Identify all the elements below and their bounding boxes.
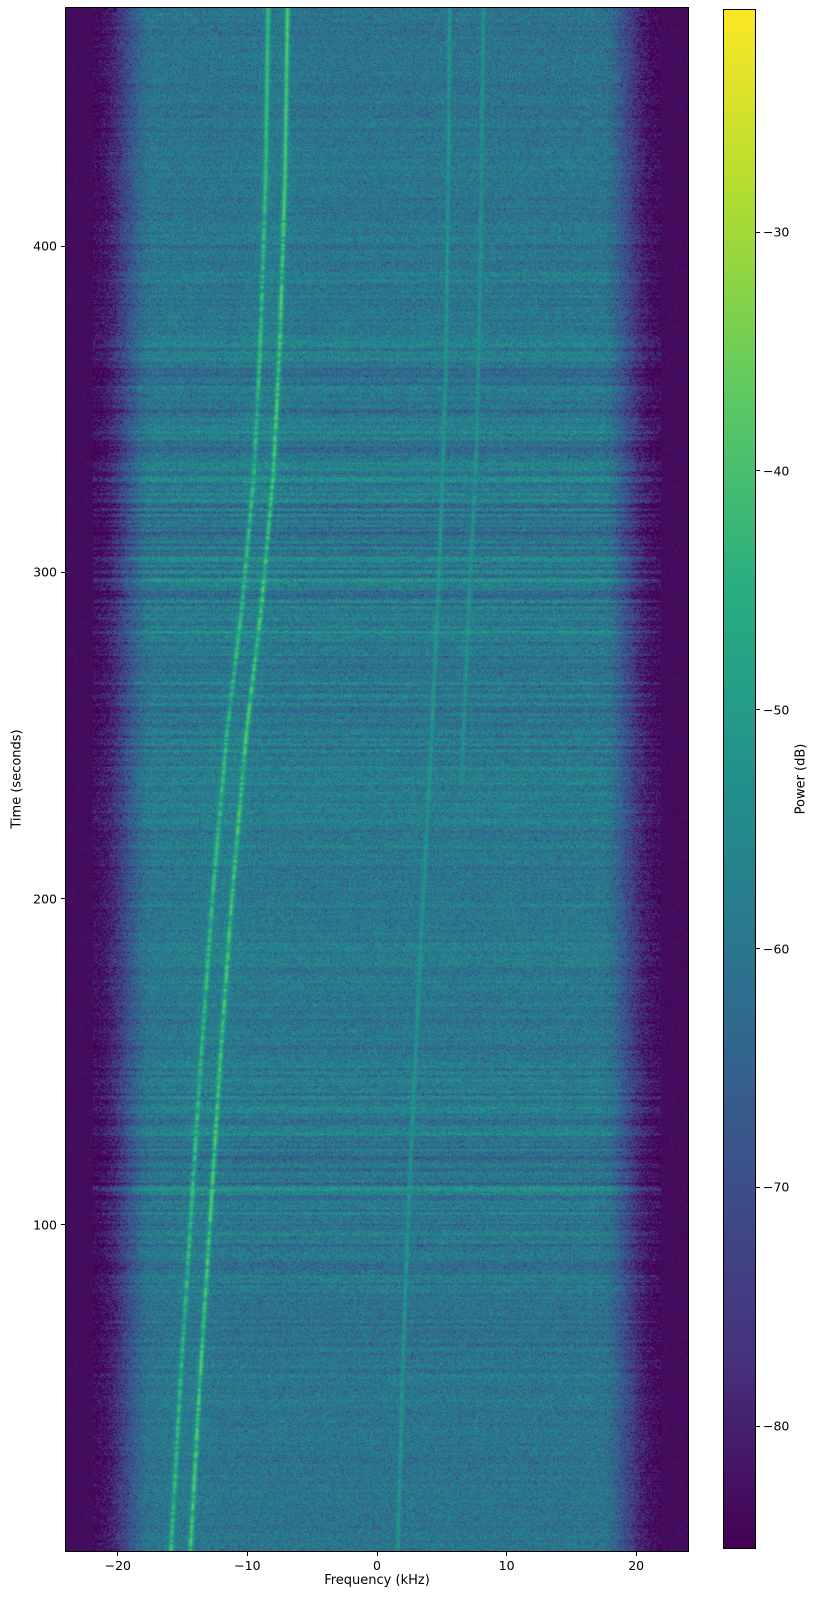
y-tick-label: 200: [33, 891, 57, 907]
colorbar-tick-mark: [756, 470, 760, 472]
y-axis-label: Time (seconds): [9, 729, 25, 829]
y-tick-mark: [61, 898, 65, 900]
x-tick-label: 0: [373, 1558, 381, 1573]
colorbar-tick-mark: [756, 1186, 760, 1188]
x-tick-mark: [246, 1552, 248, 1556]
colorbar-tick-label: −40: [763, 463, 790, 479]
colorbar-tick-label: −70: [763, 1179, 790, 1195]
colorbar-gradient: [724, 10, 755, 1548]
x-tick-label: −10: [234, 1558, 261, 1573]
colorbar-tick-label: −80: [763, 1418, 790, 1434]
colorbar-tick-mark: [756, 709, 760, 711]
x-tick-mark: [117, 1552, 119, 1556]
plot-area: [65, 7, 689, 1552]
colorbar-tick-label: −50: [763, 702, 790, 718]
spectrogram-canvas: [66, 8, 688, 1551]
x-tick-label: 10: [498, 1558, 515, 1573]
y-tick-label: 400: [33, 238, 57, 254]
y-tick-mark: [61, 1224, 65, 1226]
colorbar-tick-mark: [756, 231, 760, 233]
x-tick-mark: [635, 1552, 637, 1556]
y-tick-mark: [61, 245, 65, 247]
x-tick-mark: [376, 1552, 378, 1556]
x-tick-label: −20: [104, 1558, 132, 1573]
colorbar-tick-label: −30: [763, 224, 790, 240]
y-tick-label: 100: [33, 1217, 57, 1233]
colorbar-tick-mark: [756, 1425, 760, 1427]
x-tick-label: 20: [628, 1558, 645, 1573]
x-axis-label: Frequency (kHz): [324, 1573, 430, 1588]
x-tick-mark: [506, 1552, 508, 1556]
y-tick-label: 300: [33, 564, 57, 580]
y-tick-mark: [61, 571, 65, 573]
colorbar: [723, 9, 756, 1549]
colorbar-tick-label: −60: [763, 941, 790, 957]
colorbar-label: Power (dB): [793, 743, 809, 815]
colorbar-tick-mark: [756, 948, 760, 950]
